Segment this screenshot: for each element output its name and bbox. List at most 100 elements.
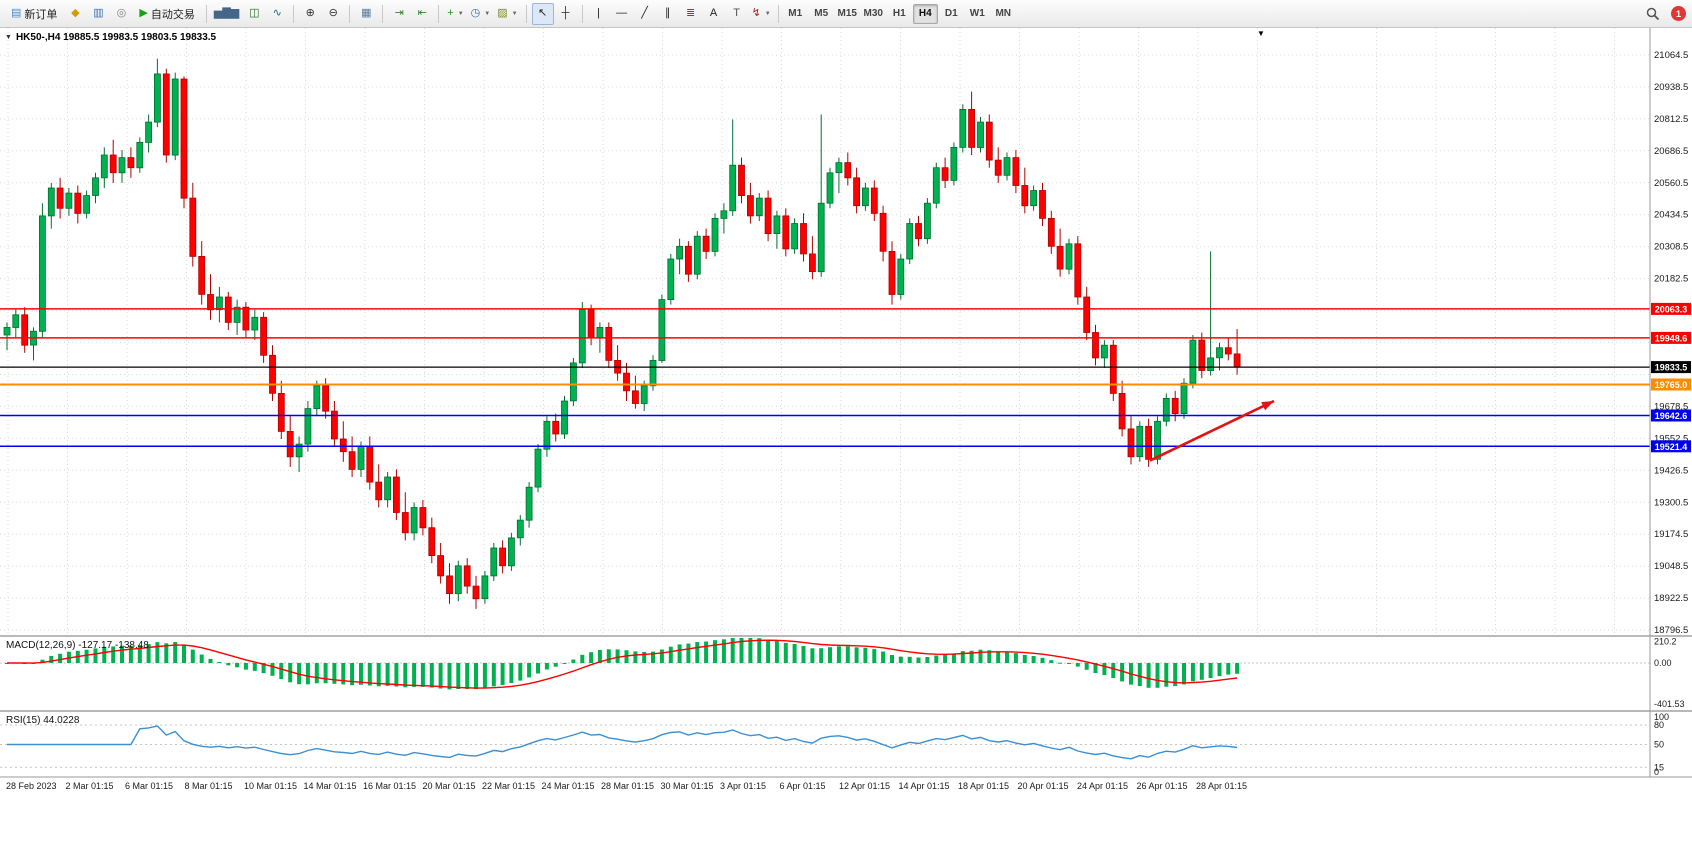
toolbar-separator: [293, 4, 295, 23]
periods-dropdown-icon[interactable]: ▼: [484, 10, 491, 17]
time-axis-label: 8 Mar 01:15: [185, 781, 233, 791]
auto-scroll-icon: ⇥: [394, 7, 404, 19]
time-axis-label: 18 Apr 01:15: [958, 781, 1009, 791]
price-tick-label: 20182.5: [1654, 274, 1688, 285]
new-order-button[interactable]: ▤ 新订单: [4, 3, 64, 25]
indicators-dropdown-icon[interactable]: ▼: [457, 10, 464, 17]
macd-indicator: [0, 638, 1650, 690]
tile-windows-icon: ▦: [361, 7, 372, 19]
cursor-button[interactable]: ↖: [531, 2, 554, 25]
timeframe-m1-button[interactable]: M1: [788, 8, 803, 19]
timeframe-m15-button[interactable]: M15: [837, 8, 857, 19]
templates-dropdown-icon[interactable]: ▼: [511, 10, 518, 17]
bar-chart-button[interactable]: ▅▇▆: [211, 3, 242, 25]
line-chart-button[interactable]: ∿: [266, 3, 288, 25]
notification-badge[interactable]: 1: [1671, 6, 1686, 21]
panel-separator[interactable]: [0, 635, 1692, 637]
timeframe-mn-button[interactable]: MN: [995, 8, 1012, 19]
zoom-in-button[interactable]: ⊕: [299, 3, 321, 25]
rsi-label: RSI(15) 44.0228: [6, 715, 80, 726]
price-tick-label: 19678.5: [1654, 401, 1688, 412]
time-axis-label: 14 Apr 01:15: [899, 781, 950, 791]
horizontal-line-tool-button[interactable]: —: [611, 3, 633, 25]
time-axis[interactable]: 28 Feb 2023 2 Mar 01:15 6 Mar 01:15 8 Mar 0…: [6, 781, 1247, 791]
text-label-tool-button[interactable]: T: [726, 3, 748, 25]
time-axis-label: 28 Feb 2023: [6, 781, 57, 791]
chart-window[interactable]: 21064.5 20938.5 20812.5 20686.5 20560.5 20434…: [0, 28, 1692, 795]
equidistant-channel-tool-icon: ∥: [664, 7, 671, 19]
price-badge-label: 19521.4: [1655, 442, 1688, 452]
search-button[interactable]: [1642, 3, 1664, 25]
indicators-icon: +: [447, 7, 454, 19]
equidistant-channel-tool-button[interactable]: ∥: [657, 3, 679, 25]
tile-windows-button[interactable]: ▦: [355, 3, 377, 25]
timeframe-m30-button[interactable]: M30: [863, 8, 883, 19]
timeframe-toolbar: M1 M5 M15 M30 H1 H4 D1 W1 MN: [783, 3, 1016, 24]
time-axis-label: 20 Apr 01:15: [1018, 781, 1069, 791]
mt4-terminal: ▤ 新订单 ◆ ▥ ◎ ▶ 自动交易 ▅▇▆ ◫ ∿ ⊕ ⊖ ▦ ⇥ ⇤ + ▼ ◷ ▼ ▨ ▼ ↖ ┼ | — ╱ ∥ ≣…: [0, 0, 1692, 795]
trendline-tool-button[interactable]: ╱: [634, 3, 656, 25]
time-axis-label: 14 Mar 01:15: [304, 781, 357, 791]
price-badge-label: 20063.3: [1655, 304, 1688, 314]
price-tick-label: 21064.5: [1654, 50, 1688, 61]
indicators-button[interactable]: + ▼: [444, 3, 466, 25]
text-tool-button[interactable]: A: [703, 3, 725, 25]
timeframe-h1-button[interactable]: H1: [892, 8, 906, 19]
price-badge: [1651, 331, 1691, 344]
cursor-icon: ↖: [537, 7, 548, 19]
chart-shift-marker[interactable]: ▼: [1257, 29, 1265, 38]
autotrading-button[interactable]: ▶ 自动交易: [132, 3, 201, 25]
price-badge: [1651, 409, 1691, 422]
price-tick-label: 20686.5: [1654, 146, 1688, 157]
price-axis[interactable]: 21064.5 20938.5 20812.5 20686.5 20560.5 20434…: [1651, 50, 1691, 777]
market-watch-button[interactable]: ◆: [64, 3, 86, 25]
time-axis-label: 10 Mar 01:15: [244, 781, 297, 791]
time-axis-label: 16 Mar 01:15: [363, 781, 416, 791]
zoom-in-icon: ⊕: [305, 7, 315, 19]
arrows-tool-dropdown-icon[interactable]: ▼: [764, 10, 771, 17]
price-badge: [1651, 361, 1691, 374]
toolbar-separator: [349, 4, 351, 23]
data-window-button[interactable]: ▥: [87, 3, 109, 25]
candlestick-chart-button[interactable]: ◫: [243, 3, 265, 25]
trendline-tool-icon: ╱: [641, 7, 648, 19]
toolbar-separator: [382, 4, 384, 23]
navigator-button[interactable]: ◎: [110, 3, 132, 25]
chart-shift-icon: ⇤: [417, 7, 427, 19]
toolbar-separator: [525, 4, 527, 23]
crosshair-icon: ┼: [561, 7, 570, 19]
auto-scroll-button[interactable]: ⇥: [388, 3, 410, 25]
templates-button[interactable]: ▨ ▼: [494, 3, 520, 25]
vertical-line-tool-button[interactable]: |: [588, 3, 610, 25]
timeframe-m5-button[interactable]: M5: [814, 8, 829, 19]
price-tick-label: 19426.5: [1654, 465, 1688, 476]
chart-canvas[interactable]: 21064.5 20938.5 20812.5 20686.5 20560.5 20434…: [0, 28, 1692, 795]
price-tick-label: 20560.5: [1654, 178, 1688, 189]
timeframe-w1-button[interactable]: W1: [969, 8, 985, 19]
chart-shift-button[interactable]: ⇤: [411, 3, 433, 25]
zoom-out-button[interactable]: ⊖: [322, 3, 344, 25]
crosshair-button[interactable]: ┼: [555, 3, 577, 25]
toolbar-separator: [205, 4, 207, 23]
price-badge: [1651, 302, 1691, 315]
toolbar-icons-group: ▅▇▆ ◫ ∿ ⊕ ⊖ ▦ ⇥ ⇤ + ▼ ◷ ▼ ▨ ▼ ↖ ┼ | — ╱ ∥ ≣ A T ↯ ▼: [211, 2, 774, 25]
zoom-out-icon: ⊖: [328, 7, 338, 19]
search-icon: [1646, 7, 1660, 20]
periods-button[interactable]: ◷ ▼: [468, 3, 494, 25]
trend-arrow-annotation[interactable]: [1149, 399, 1275, 462]
chart-collapse-icon[interactable]: ▼: [5, 34, 12, 41]
panel-separator[interactable]: [0, 710, 1692, 712]
market-watch-icon: ◆: [71, 7, 80, 19]
grid: [0, 28, 1650, 635]
arrows-tool-button[interactable]: ↯ ▼: [749, 3, 774, 25]
fibonacci-tool-icon: ≣: [685, 7, 696, 19]
rsi-tick-label: 0: [1654, 767, 1659, 777]
timeframe-h4-button[interactable]: H4: [912, 3, 938, 24]
fibonacci-tool-button[interactable]: ≣: [680, 3, 702, 25]
chart-title-text: HK50-,H4 19885.5 19983.5 19803.5 19833.5: [15, 32, 217, 43]
line-chart-icon: ∿: [272, 7, 282, 19]
timeframe-d1-button[interactable]: D1: [944, 8, 958, 19]
macd-tick-label: 210.2: [1654, 637, 1677, 647]
price-badge: [1651, 440, 1691, 453]
new-order-label: 新订单: [24, 8, 58, 21]
